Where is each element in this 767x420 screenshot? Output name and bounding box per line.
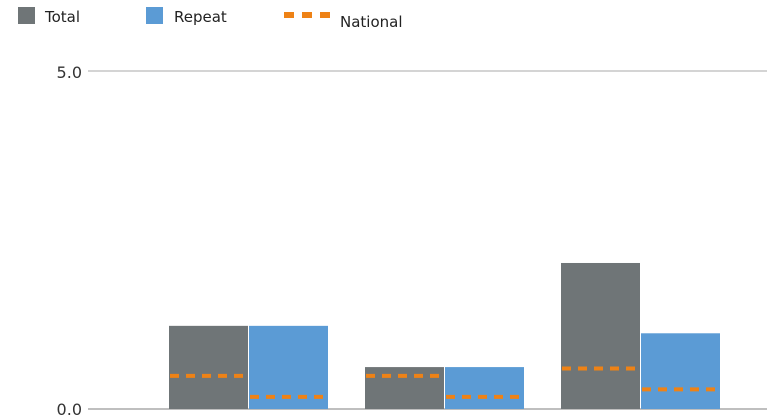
bars-group <box>169 262 720 409</box>
y-tick-label-bottom: 0.0 <box>57 400 82 419</box>
legend-label-repeat: Repeat <box>174 8 227 26</box>
legend-label-national: National <box>340 13 403 31</box>
legend-label-total: Total <box>44 8 80 26</box>
bar-repeat-3 <box>641 333 720 409</box>
legend-swatch-repeat <box>146 7 163 24</box>
legend-swatch-total <box>18 7 35 24</box>
bar-total-1 <box>169 325 248 409</box>
y-tick-label-top: 5.0 <box>57 63 82 82</box>
national-lines-group <box>170 366 719 399</box>
legend: Total Repeat National <box>18 7 403 31</box>
bar-total-3 <box>561 262 640 409</box>
bar-repeat-2 <box>445 367 524 409</box>
bar-total-2 <box>365 367 444 409</box>
